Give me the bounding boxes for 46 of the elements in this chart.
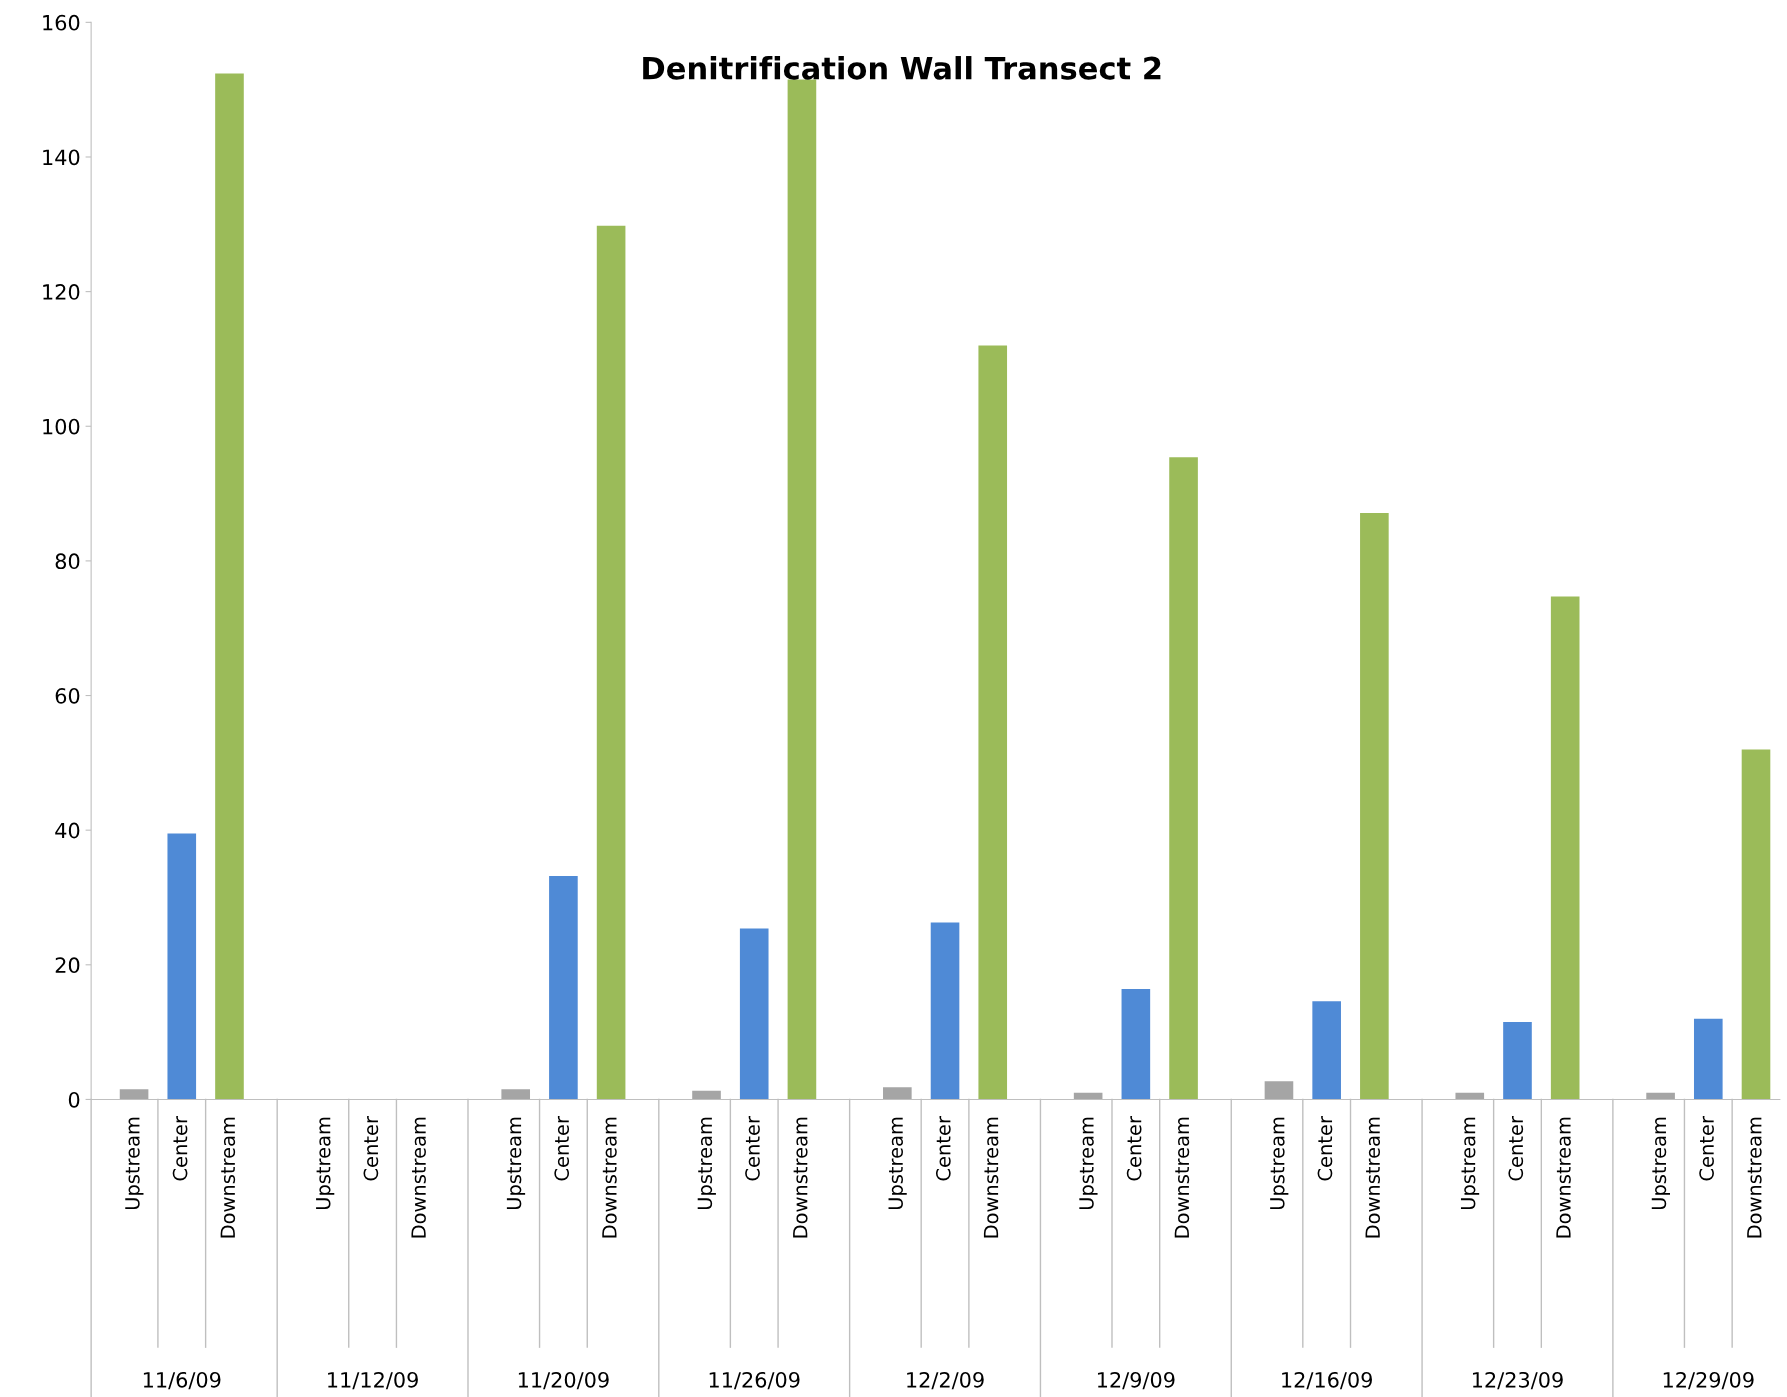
text: 11/6/09: [143, 1371, 221, 1390]
x-tick-label: Downstream: [1365, 1117, 1381, 1238]
text: 12/9/09: [1097, 1371, 1175, 1390]
x-tick-label: Downstream: [220, 1117, 236, 1238]
x-tick-label: Upstream: [697, 1117, 716, 1210]
x-tick-label: Upstream: [1270, 1117, 1289, 1210]
y-tick-label: 120: [43, 284, 80, 300]
x-tick-label: Upstream: [125, 1117, 144, 1210]
y-tick-label: 160: [43, 14, 80, 31]
text: 12/29/09: [1663, 1371, 1754, 1390]
y-tick-label: 20: [55, 957, 80, 974]
x-tick-label: Center: [1699, 1116, 1714, 1181]
x-tick-label: Upstream: [316, 1117, 335, 1210]
x-tick-label: Downstream: [983, 1117, 999, 1238]
text: 11/12/09: [328, 1371, 418, 1390]
x-tick-label: Center: [554, 1116, 570, 1181]
x-tick-label: Center: [1126, 1116, 1142, 1181]
y-tick-label: 100: [43, 418, 80, 435]
text: 12/2/09: [907, 1371, 984, 1390]
x-tick-label: Upstream: [1651, 1117, 1670, 1210]
x-tick-label: Downstream: [602, 1117, 617, 1238]
x-tick-label: Downstream: [1556, 1117, 1571, 1238]
y-tick-label: 80: [55, 553, 80, 570]
x-tick-label: Downstream: [411, 1117, 426, 1238]
text: 11/20/09: [518, 1371, 609, 1390]
x-tick-label: Downstream: [1747, 1117, 1762, 1238]
y-tick-label: 60: [55, 687, 80, 704]
y-tick-label: 40: [55, 822, 80, 839]
text: 12/23/09: [1472, 1371, 1563, 1390]
x-tick-label: Upstream: [1460, 1117, 1480, 1210]
x-tick-label: Center: [172, 1116, 188, 1181]
x-tick-label: Center: [935, 1116, 951, 1181]
y-tick-label: 140: [43, 149, 80, 166]
text: 12/16/09: [1282, 1371, 1372, 1390]
x-tick-label: Downstream: [793, 1117, 808, 1238]
text: 11/26/09: [709, 1371, 800, 1390]
x-tick-label: Upstream: [888, 1117, 907, 1210]
x-tick-label: Center: [1317, 1116, 1333, 1181]
x-tick-label: Upstream: [506, 1117, 526, 1210]
x-tick-label: Upstream: [1079, 1117, 1098, 1210]
x-tick-label: Center: [1508, 1116, 1524, 1181]
x-tick-label: Center: [363, 1116, 379, 1181]
text: Denitrification Wall Transect 2: [643, 56, 1161, 80]
y-tick-label: 0: [68, 1091, 80, 1108]
x-tick-label: Center: [745, 1116, 760, 1181]
x-tick-label: Downstream: [1174, 1117, 1190, 1238]
